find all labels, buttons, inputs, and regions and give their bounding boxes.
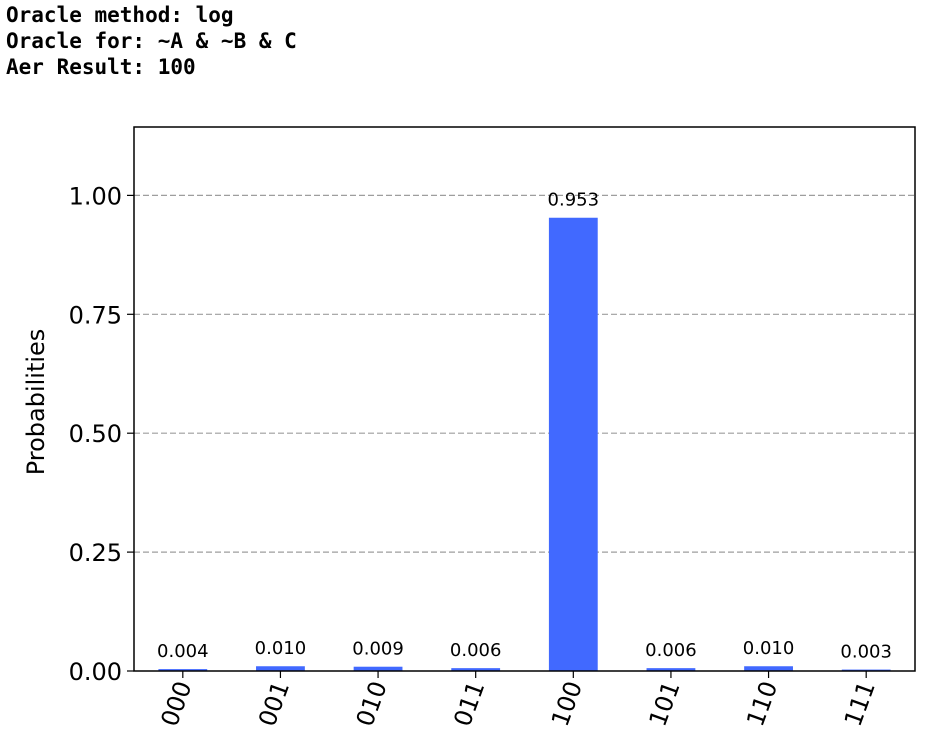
data-label-011: 0.006 (450, 640, 502, 661)
x-tick-label-110: 110 (741, 677, 783, 730)
x-tick-label-100: 100 (546, 677, 588, 730)
data-label-110: 0.010 (743, 638, 795, 659)
y-tick-label: 0.75 (69, 301, 122, 329)
y-axis-ticks: 0.00 0.25 0.50 0.75 1.00 (69, 182, 134, 686)
data-label-100: 0.953 (548, 190, 600, 211)
x-axis-ticks: 000 001 010 011 100 101 110 111 (155, 671, 881, 730)
console-output: Oracle method: log Oracle for: ~A & ~B &… (6, 2, 297, 80)
data-label-001: 0.010 (255, 638, 307, 659)
bar-100 (548, 217, 598, 671)
x-tick-label-001: 001 (253, 677, 295, 730)
bar-011 (451, 668, 501, 671)
data-label-101: 0.006 (645, 640, 697, 661)
aer-result-line: Aer Result: 100 (6, 55, 196, 79)
data-label-000: 0.004 (157, 641, 209, 662)
y-tick-label: 0.00 (69, 658, 122, 686)
bar-110 (744, 666, 793, 671)
bars (158, 217, 891, 671)
data-label-111: 0.003 (840, 642, 892, 663)
y-axis-title: Probabilities (22, 329, 50, 476)
x-tick-label-101: 101 (644, 677, 686, 730)
bar-000 (158, 669, 208, 671)
grid-lines (134, 194, 915, 553)
x-tick-label-000: 000 (155, 677, 197, 730)
y-tick-label: 0.50 (69, 420, 122, 448)
x-tick-label-111: 111 (839, 677, 881, 730)
bar-101 (646, 668, 696, 671)
data-label-010: 0.009 (352, 639, 404, 660)
oracle-for-line: Oracle for: ~A & ~B & C (6, 29, 297, 53)
oracle-method-line: Oracle method: log (6, 3, 234, 27)
plot-frame (133, 126, 916, 672)
x-tick-label-010: 010 (351, 677, 393, 730)
data-labels: 0.004 0.010 0.009 0.006 0.953 0.006 0.010 0.003 (157, 190, 892, 663)
x-tick-label-011: 011 (448, 677, 490, 730)
y-tick-label: 1.00 (69, 182, 122, 210)
bar-010 (353, 666, 403, 671)
y-tick-label: 0.25 (69, 539, 122, 567)
bar-001 (256, 666, 305, 671)
